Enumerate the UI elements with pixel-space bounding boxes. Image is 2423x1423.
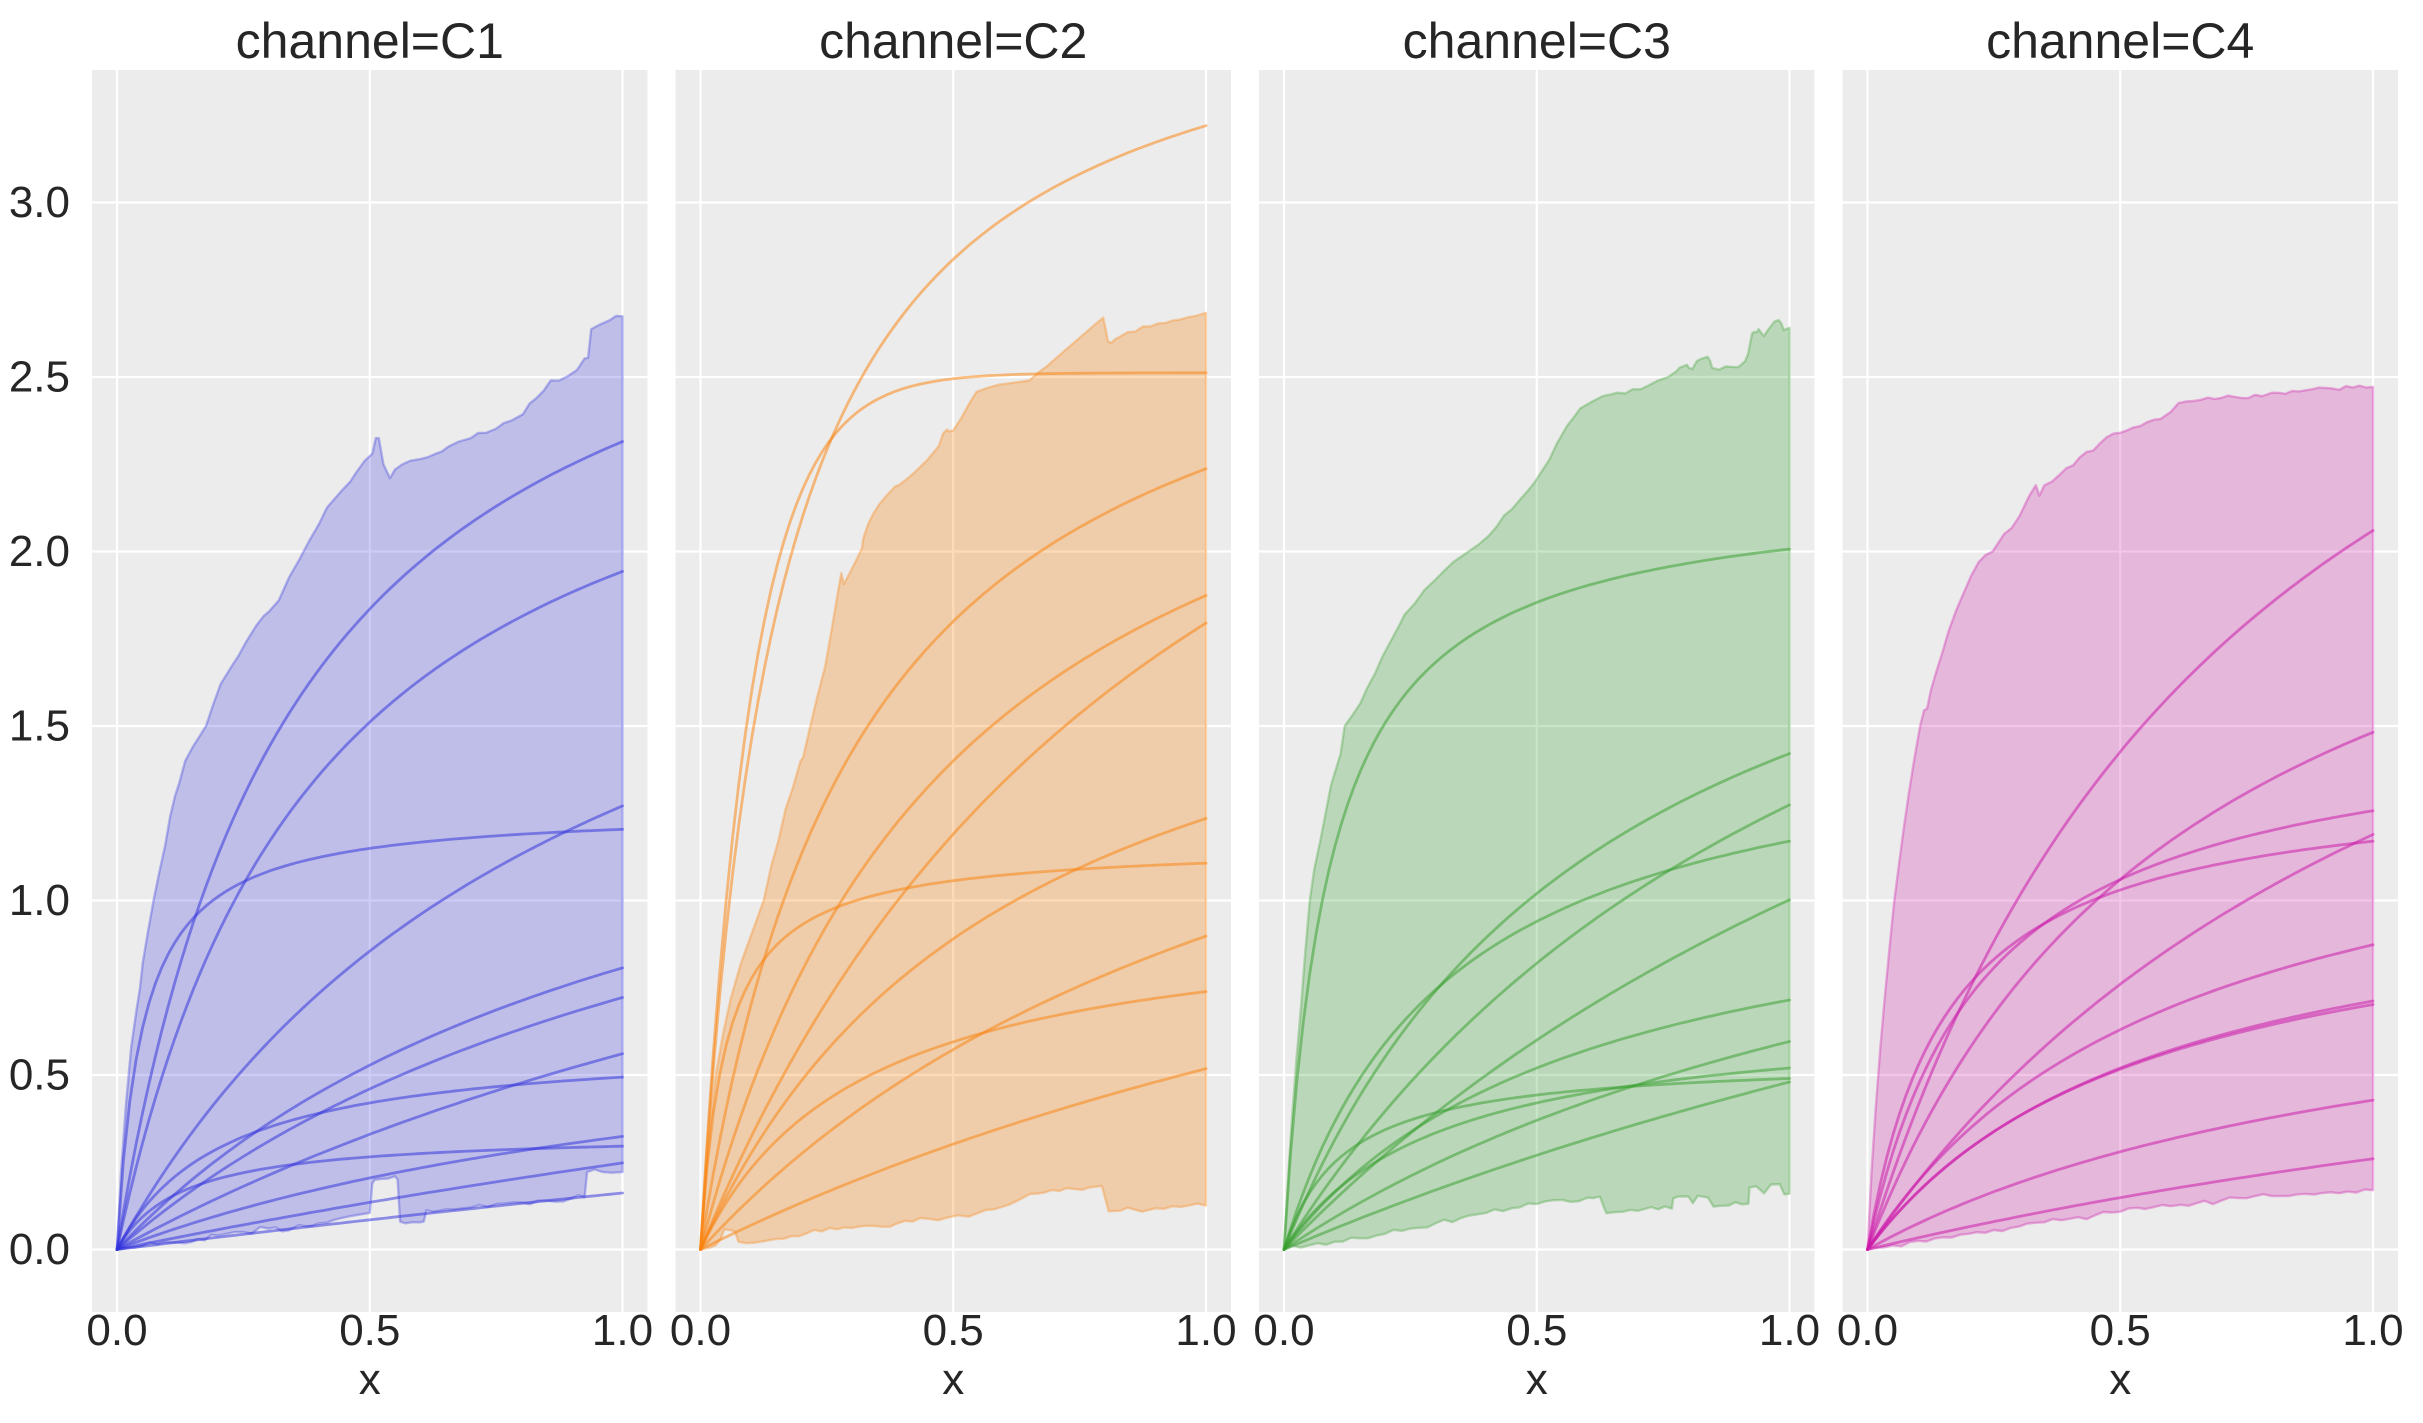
svg-text:3.0: 3.0 <box>9 178 70 227</box>
svg-text:0.5: 0.5 <box>1506 1306 1567 1355</box>
svg-text:2.0: 2.0 <box>9 527 70 576</box>
svg-text:1.0: 1.0 <box>592 1306 653 1355</box>
svg-text:0.5: 0.5 <box>9 1051 70 1100</box>
svg-text:1.0: 1.0 <box>2342 1306 2403 1355</box>
svg-text:0.0: 0.0 <box>86 1306 147 1355</box>
svg-text:1.0: 1.0 <box>9 876 70 925</box>
svg-text:0.0: 0.0 <box>670 1306 731 1355</box>
svg-text:1.5: 1.5 <box>9 702 70 751</box>
svg-text:2.5: 2.5 <box>9 353 70 402</box>
svg-text:0.5: 0.5 <box>339 1306 400 1355</box>
svg-text:channel=C3: channel=C3 <box>1403 13 1671 69</box>
svg-text:channel=C4: channel=C4 <box>1986 13 2254 69</box>
svg-text:x: x <box>359 1355 381 1404</box>
svg-text:0.0: 0.0 <box>1253 1306 1314 1355</box>
svg-text:0.0: 0.0 <box>9 1225 70 1274</box>
svg-text:1.0: 1.0 <box>1759 1306 1820 1355</box>
svg-text:0.5: 0.5 <box>923 1306 984 1355</box>
svg-text:x: x <box>1526 1355 1548 1404</box>
svg-text:x: x <box>2109 1355 2131 1404</box>
svg-text:channel=C1: channel=C1 <box>236 13 504 69</box>
svg-text:x: x <box>942 1355 964 1404</box>
svg-text:channel=C2: channel=C2 <box>819 13 1087 69</box>
svg-text:1.0: 1.0 <box>1175 1306 1236 1355</box>
svg-text:0.0: 0.0 <box>1837 1306 1898 1355</box>
svg-text:0.5: 0.5 <box>2090 1306 2151 1355</box>
